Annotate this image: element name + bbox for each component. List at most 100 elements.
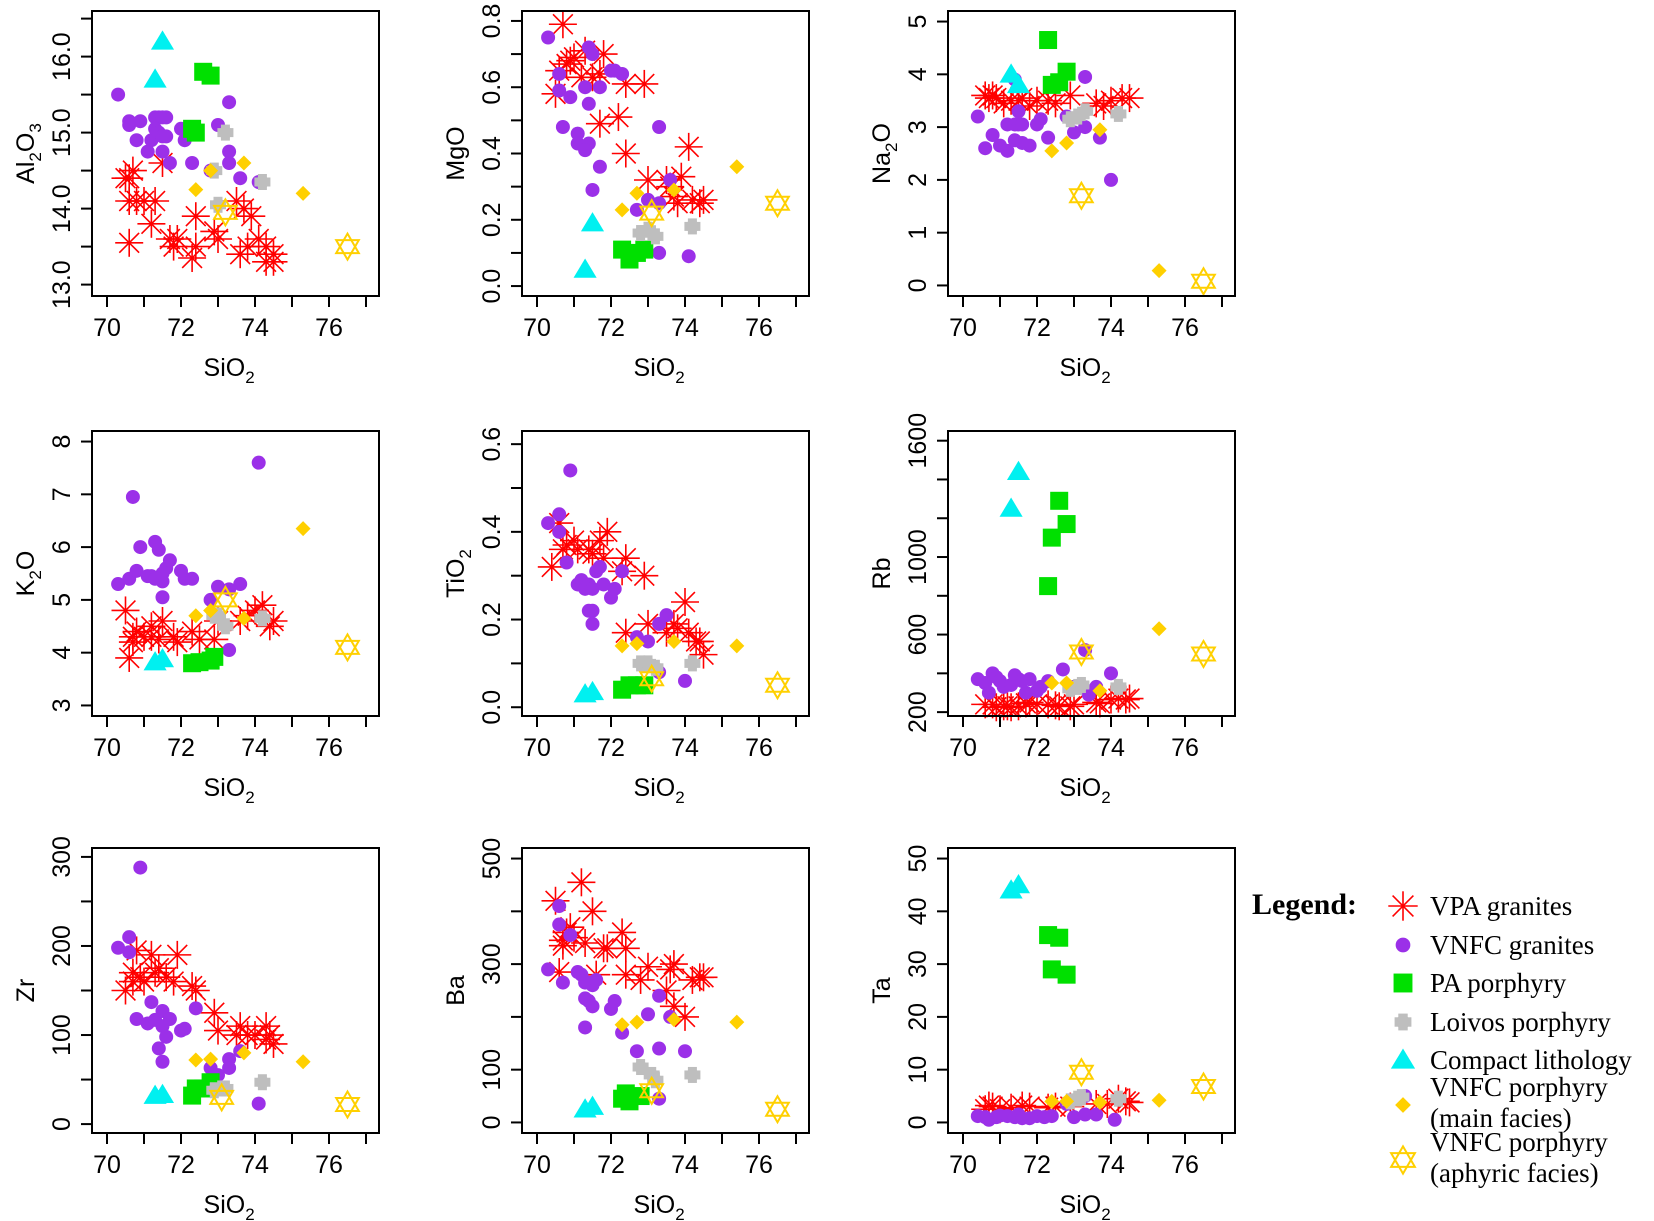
plot-frame [91,430,380,717]
point-loivos [1110,1090,1127,1107]
x-tick-label: 74 [241,734,269,762]
point-vnfc-gr [122,114,137,129]
y-tick-label: 0.6 [478,427,506,462]
point-vnfc-gr [592,80,607,95]
point-vnfc-gr [140,144,155,159]
x-tick-label: 72 [167,734,195,762]
point-vnfc-main [236,155,252,171]
point-vnfc-main [1044,1093,1060,1109]
y-tick-label: 100 [48,1014,76,1056]
y-tick-label: 2 [904,173,932,187]
x-axis-title: SiO2 [1060,774,1111,807]
panel-k: 70 72 74 76 SiO2 3 4 5 6 7 8 K2O [12,430,380,807]
point-vnfc-gr [1041,130,1056,145]
point-vnfc-gr [233,171,248,186]
point-vpa [1041,89,1070,118]
point-vnfc-gr [185,156,200,170]
x-tick-label: 70 [523,734,551,762]
point-vnfc-aph [212,197,239,228]
panel-ta: 70 72 74 76 SiO2 0 10 20 30 40 50 Ta [868,845,1236,1221]
y-axis-title: Ba [442,975,470,1006]
point-vnfc-gr [1000,143,1015,158]
point-compact [150,648,175,668]
point-vnfc-main [1092,683,1108,699]
point-vnfc-gr [541,516,556,531]
point-vpa [181,232,210,261]
y-axis-title: Na2O [868,123,901,184]
point-vnfc-main [1059,675,1075,691]
point-vnfc-gr [985,128,1000,143]
point-vnfc-gr [552,524,567,539]
point-vnfc-main [629,185,645,201]
points [541,10,791,278]
point-vnfc-gr [211,579,225,594]
x-axis-title: SiO2 [634,1191,685,1221]
point-vpa [141,187,170,215]
x-tick-label: 70 [93,734,121,762]
x-axis-title: SiO2 [204,1191,255,1221]
point-vnfc-main [295,1054,311,1070]
y-tick-label: 40 [904,897,932,925]
point-vnfc-main [666,182,682,198]
point-vnfc-gr [541,962,556,977]
point-vnfc-gr [552,507,567,522]
point-vpa [137,622,166,651]
x-tick-label: 74 [241,314,269,342]
point-vpa [259,1029,288,1058]
point-loivos [1073,1089,1090,1106]
x-tick-label: 76 [745,1151,773,1179]
legend-marker-compact [1390,1048,1416,1069]
point-vnfc-main [1059,1093,1075,1109]
x-tick-label: 72 [1023,314,1051,342]
point-loivos [1110,105,1127,122]
point-vpa [630,69,659,98]
y-axis-title: MgO [442,126,470,180]
point-vnfc-gr [251,1096,266,1111]
point-vnfc-gr [552,917,567,932]
y-axis-title: TiO2 [442,549,475,598]
y-axis-title: Ta [868,977,896,1004]
point-vnfc-gr [563,463,578,478]
point-vpa [204,1016,232,1045]
point-vpa [578,897,607,926]
point-loivos [1110,678,1127,695]
plot-frame [521,430,810,717]
panel-mgo: 70 72 74 76 SiO2 0.0 0.2 0.4 0.6 0.8 MgO [442,4,810,387]
y-tick-label: 0.4 [478,514,506,549]
point-vnfc-gr [111,577,126,592]
point-vnfc-aph [764,670,791,701]
point-loivos [684,655,701,672]
point-vnfc-gr [159,110,174,125]
point-vnfc-gr [581,96,596,111]
point-vnfc-main [188,608,204,624]
point-vnfc-gr [652,1041,667,1056]
point-vnfc-gr [155,1054,170,1069]
point-vnfc-gr [144,995,159,1010]
point-vnfc-gr [1104,172,1118,187]
point-vnfc-gr [652,245,667,260]
point-vnfc-gr [1078,69,1093,84]
point-vnfc-main [629,1014,645,1030]
point-vpa [163,940,192,969]
point-vpa [159,967,188,996]
point-vnfc-main [188,1052,204,1068]
plot-frame [521,847,810,1134]
point-vpa [118,628,147,657]
point-vpa [248,591,277,620]
point-vnfc-gr [578,80,593,95]
point-vpa [200,625,229,654]
y-tick-label: 20 [904,1003,932,1031]
point-vpa [118,156,147,185]
point-vnfc-gr [129,563,144,578]
point-vnfc-gr [563,928,578,943]
point-vpa [689,963,718,992]
point-vnfc-gr [159,1029,174,1044]
y-tick-label: 4 [48,646,76,660]
point-compact [150,1083,175,1103]
legend-item-vnfc-gr: VNFC granites [1395,930,1594,960]
point-vnfc-gr [659,608,674,623]
x-axis-title: SiO2 [204,354,255,387]
point-vnfc-aph [212,584,239,615]
y-axis-title: Rb [868,558,896,590]
point-vnfc-gr [129,133,144,148]
